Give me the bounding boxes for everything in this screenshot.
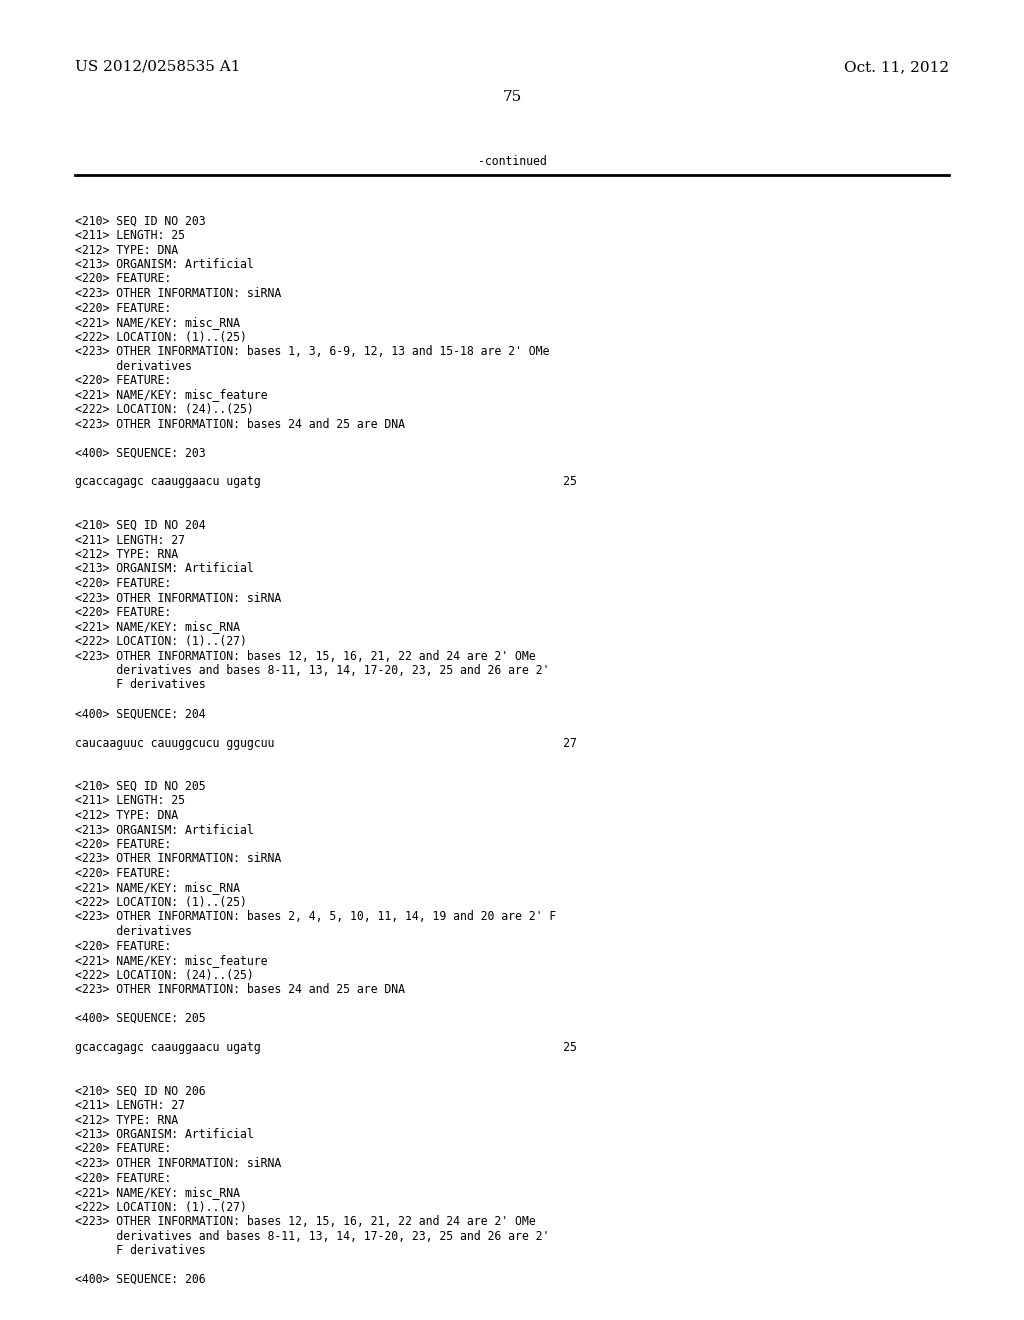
Text: <220> FEATURE:: <220> FEATURE: xyxy=(75,577,171,590)
Text: <210> SEQ ID NO 203: <210> SEQ ID NO 203 xyxy=(75,214,206,227)
Text: <213> ORGANISM: Artificial: <213> ORGANISM: Artificial xyxy=(75,824,254,837)
Text: derivatives: derivatives xyxy=(75,359,191,372)
Text: <223> OTHER INFORMATION: bases 12, 15, 16, 21, 22 and 24 are 2' OMe: <223> OTHER INFORMATION: bases 12, 15, 1… xyxy=(75,649,536,663)
Text: <223> OTHER INFORMATION: bases 24 and 25 are DNA: <223> OTHER INFORMATION: bases 24 and 25… xyxy=(75,417,406,430)
Text: caucaaguuc cauuggcucu ggugcuu                                          27: caucaaguuc cauuggcucu ggugcuu 27 xyxy=(75,737,577,750)
Text: <220> FEATURE:: <220> FEATURE: xyxy=(75,1172,171,1184)
Text: <220> FEATURE:: <220> FEATURE: xyxy=(75,272,171,285)
Text: <220> FEATURE:: <220> FEATURE: xyxy=(75,301,171,314)
Text: <223> OTHER INFORMATION: bases 12, 15, 16, 21, 22 and 24 are 2' OMe: <223> OTHER INFORMATION: bases 12, 15, 1… xyxy=(75,1214,536,1228)
Text: <212> TYPE: RNA: <212> TYPE: RNA xyxy=(75,548,178,561)
Text: <223> OTHER INFORMATION: siRNA: <223> OTHER INFORMATION: siRNA xyxy=(75,286,282,300)
Text: gcaccagagc caauggaacu ugatg                                            25: gcaccagagc caauggaacu ugatg 25 xyxy=(75,1041,577,1053)
Text: <223> OTHER INFORMATION: bases 2, 4, 5, 10, 11, 14, 19 and 20 are 2' F: <223> OTHER INFORMATION: bases 2, 4, 5, … xyxy=(75,911,556,924)
Text: <220> FEATURE:: <220> FEATURE: xyxy=(75,940,171,953)
Text: <223> OTHER INFORMATION: bases 24 and 25 are DNA: <223> OTHER INFORMATION: bases 24 and 25… xyxy=(75,983,406,997)
Text: <222> LOCATION: (1)..(27): <222> LOCATION: (1)..(27) xyxy=(75,1200,247,1213)
Text: <221> NAME/KEY: misc_RNA: <221> NAME/KEY: misc_RNA xyxy=(75,315,240,329)
Text: Oct. 11, 2012: Oct. 11, 2012 xyxy=(844,59,949,74)
Text: <223> OTHER INFORMATION: siRNA: <223> OTHER INFORMATION: siRNA xyxy=(75,1158,282,1170)
Text: <220> FEATURE:: <220> FEATURE: xyxy=(75,867,171,880)
Text: <220> FEATURE:: <220> FEATURE: xyxy=(75,838,171,851)
Text: <220> FEATURE:: <220> FEATURE: xyxy=(75,1143,171,1155)
Text: derivatives: derivatives xyxy=(75,925,191,939)
Text: <223> OTHER INFORMATION: siRNA: <223> OTHER INFORMATION: siRNA xyxy=(75,853,282,866)
Text: gcaccagagc caauggaacu ugatg                                            25: gcaccagagc caauggaacu ugatg 25 xyxy=(75,475,577,488)
Text: derivatives and bases 8-11, 13, 14, 17-20, 23, 25 and 26 are 2': derivatives and bases 8-11, 13, 14, 17-2… xyxy=(75,664,549,677)
Text: <400> SEQUENCE: 204: <400> SEQUENCE: 204 xyxy=(75,708,206,721)
Text: <223> OTHER INFORMATION: bases 1, 3, 6-9, 12, 13 and 15-18 are 2' OMe: <223> OTHER INFORMATION: bases 1, 3, 6-9… xyxy=(75,345,549,358)
Text: <222> LOCATION: (1)..(25): <222> LOCATION: (1)..(25) xyxy=(75,896,247,909)
Text: <222> LOCATION: (1)..(25): <222> LOCATION: (1)..(25) xyxy=(75,330,247,343)
Text: <220> FEATURE:: <220> FEATURE: xyxy=(75,374,171,387)
Text: US 2012/0258535 A1: US 2012/0258535 A1 xyxy=(75,59,241,74)
Text: <221> NAME/KEY: misc_feature: <221> NAME/KEY: misc_feature xyxy=(75,388,267,401)
Text: <213> ORGANISM: Artificial: <213> ORGANISM: Artificial xyxy=(75,1129,254,1140)
Text: <222> LOCATION: (1)..(27): <222> LOCATION: (1)..(27) xyxy=(75,635,247,648)
Text: <212> TYPE: RNA: <212> TYPE: RNA xyxy=(75,1114,178,1126)
Text: <211> LENGTH: 25: <211> LENGTH: 25 xyxy=(75,795,185,808)
Text: -continued: -continued xyxy=(477,154,547,168)
Text: <212> TYPE: DNA: <212> TYPE: DNA xyxy=(75,243,178,256)
Text: <222> LOCATION: (24)..(25): <222> LOCATION: (24)..(25) xyxy=(75,969,254,982)
Text: F derivatives: F derivatives xyxy=(75,1243,206,1257)
Text: <212> TYPE: DNA: <212> TYPE: DNA xyxy=(75,809,178,822)
Text: <221> NAME/KEY: misc_feature: <221> NAME/KEY: misc_feature xyxy=(75,954,267,968)
Text: <210> SEQ ID NO 204: <210> SEQ ID NO 204 xyxy=(75,519,206,532)
Text: <211> LENGTH: 27: <211> LENGTH: 27 xyxy=(75,533,185,546)
Text: <400> SEQUENCE: 205: <400> SEQUENCE: 205 xyxy=(75,1012,206,1026)
Text: <221> NAME/KEY: misc_RNA: <221> NAME/KEY: misc_RNA xyxy=(75,882,240,895)
Text: <211> LENGTH: 27: <211> LENGTH: 27 xyxy=(75,1100,185,1111)
Text: <220> FEATURE:: <220> FEATURE: xyxy=(75,606,171,619)
Text: <221> NAME/KEY: misc_RNA: <221> NAME/KEY: misc_RNA xyxy=(75,620,240,634)
Text: <222> LOCATION: (24)..(25): <222> LOCATION: (24)..(25) xyxy=(75,403,254,416)
Text: <211> LENGTH: 25: <211> LENGTH: 25 xyxy=(75,228,185,242)
Text: <400> SEQUENCE: 206: <400> SEQUENCE: 206 xyxy=(75,1272,206,1286)
Text: <210> SEQ ID NO 205: <210> SEQ ID NO 205 xyxy=(75,780,206,793)
Text: <223> OTHER INFORMATION: siRNA: <223> OTHER INFORMATION: siRNA xyxy=(75,591,282,605)
Text: F derivatives: F derivatives xyxy=(75,678,206,692)
Text: <213> ORGANISM: Artificial: <213> ORGANISM: Artificial xyxy=(75,562,254,576)
Text: derivatives and bases 8-11, 13, 14, 17-20, 23, 25 and 26 are 2': derivatives and bases 8-11, 13, 14, 17-2… xyxy=(75,1229,549,1242)
Text: 75: 75 xyxy=(503,90,521,104)
Text: <400> SEQUENCE: 203: <400> SEQUENCE: 203 xyxy=(75,446,206,459)
Text: <221> NAME/KEY: misc_RNA: <221> NAME/KEY: misc_RNA xyxy=(75,1185,240,1199)
Text: <213> ORGANISM: Artificial: <213> ORGANISM: Artificial xyxy=(75,257,254,271)
Text: <210> SEQ ID NO 206: <210> SEQ ID NO 206 xyxy=(75,1085,206,1097)
